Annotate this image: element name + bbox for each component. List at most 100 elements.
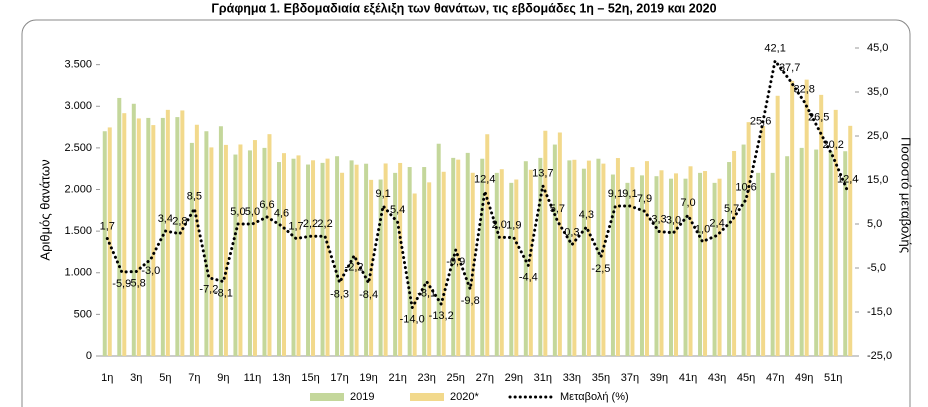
bar xyxy=(146,117,151,357)
data-label: 1,9 xyxy=(506,220,521,232)
bar xyxy=(223,144,228,356)
x-tick-label: 3η xyxy=(130,372,142,384)
x-tick-label: 29η xyxy=(505,372,523,384)
bar xyxy=(136,118,141,356)
bar xyxy=(233,154,238,356)
x-tick-label: 33η xyxy=(563,372,581,384)
bar xyxy=(746,122,751,356)
data-label: -8,3 xyxy=(330,288,349,300)
bar xyxy=(393,172,398,356)
bar xyxy=(117,97,122,356)
bar xyxy=(340,172,345,356)
x-tick-label: 13η xyxy=(272,372,290,384)
bar xyxy=(320,162,325,356)
data-label: 9,1 xyxy=(375,188,390,200)
bar xyxy=(378,179,383,356)
bar xyxy=(717,178,722,356)
data-label: -8,1 xyxy=(214,288,233,300)
x-tick-label: 47η xyxy=(766,372,784,384)
chart-frame xyxy=(21,19,911,407)
bar xyxy=(601,163,606,356)
bar xyxy=(325,158,330,356)
data-label: 26,5 xyxy=(808,111,829,123)
bar xyxy=(247,150,252,356)
bar xyxy=(741,144,746,356)
bar xyxy=(732,150,737,356)
bar xyxy=(567,160,572,356)
x-tick-label: 25η xyxy=(447,372,465,384)
bar xyxy=(843,151,848,356)
bar xyxy=(480,158,485,356)
bar xyxy=(383,163,388,356)
data-label: 12,4 xyxy=(474,173,495,185)
data-label: -7,2 xyxy=(199,284,218,296)
bar xyxy=(102,131,107,356)
bar xyxy=(703,171,708,356)
bar xyxy=(436,143,441,356)
bar xyxy=(790,80,795,357)
bar xyxy=(441,171,446,356)
x-tick-label: 35η xyxy=(592,372,610,384)
data-label: 4,3 xyxy=(579,209,594,221)
data-label: 3,4 xyxy=(158,213,173,225)
data-label: 8,5 xyxy=(187,191,202,203)
bar xyxy=(267,134,272,356)
x-tick-label: 37η xyxy=(621,372,639,384)
data-label: -2,5 xyxy=(591,263,610,275)
data-label: -3,0 xyxy=(141,265,160,277)
y-tick-label: 2.000 xyxy=(64,183,92,195)
y-tick-label: 3.000 xyxy=(64,100,92,112)
data-label: 42,1 xyxy=(764,43,785,55)
data-label: 1,0 xyxy=(695,224,710,236)
bar xyxy=(828,151,833,356)
data-label: 4,6 xyxy=(274,208,289,220)
bar xyxy=(586,160,591,356)
bar xyxy=(509,182,514,356)
bar xyxy=(581,168,586,356)
x-tick-label: 11η xyxy=(244,372,262,384)
data-label: 25,6 xyxy=(750,115,771,127)
bar xyxy=(306,164,311,356)
y2-tick-label: 25,0 xyxy=(867,130,888,142)
data-label: 20,2 xyxy=(823,139,844,151)
x-tick-label: 43η xyxy=(708,372,726,384)
data-label: -5,9 xyxy=(112,278,131,290)
bar xyxy=(804,79,809,356)
x-tick-label: 23η xyxy=(418,372,436,384)
data-label: 13,7 xyxy=(532,168,553,180)
data-label: 2,0 xyxy=(492,219,507,231)
x-tick-label: 9η xyxy=(217,372,229,384)
y2-tick-label: -25,0 xyxy=(867,350,892,362)
legend-swatch xyxy=(310,393,344,401)
bar xyxy=(451,157,456,356)
legend-label: Μεταβολή (%) xyxy=(560,391,629,403)
bar xyxy=(499,169,504,356)
y2-tick-label: 5,0 xyxy=(867,218,882,230)
bar xyxy=(276,162,281,356)
data-label: 9,1 xyxy=(622,188,637,200)
bar xyxy=(644,161,649,356)
bar xyxy=(552,144,557,356)
bar xyxy=(775,95,780,357)
chart-title: Γράφημα 1. Εβδομαδιαία εξέλιξη των θανάτ… xyxy=(211,1,716,15)
bar xyxy=(659,170,664,356)
y2-tick-label: 45,0 xyxy=(867,42,888,54)
bar xyxy=(180,110,185,356)
bar xyxy=(528,169,533,356)
y-tick-label: 500 xyxy=(74,308,92,320)
bar xyxy=(122,113,127,356)
bar xyxy=(523,161,528,356)
data-label: -8,4 xyxy=(359,289,378,301)
bar xyxy=(596,158,601,356)
x-tick-label: 41η xyxy=(679,372,697,384)
bar xyxy=(848,125,853,357)
x-tick-label: 21η xyxy=(388,372,406,384)
bar xyxy=(407,167,412,356)
y-tick-label: 1.500 xyxy=(64,225,92,237)
change-line xyxy=(105,57,850,313)
bar xyxy=(131,103,136,356)
x-tick-label: 27η xyxy=(476,372,494,384)
x-tick-label: 7η xyxy=(188,372,200,384)
bar xyxy=(799,147,804,356)
